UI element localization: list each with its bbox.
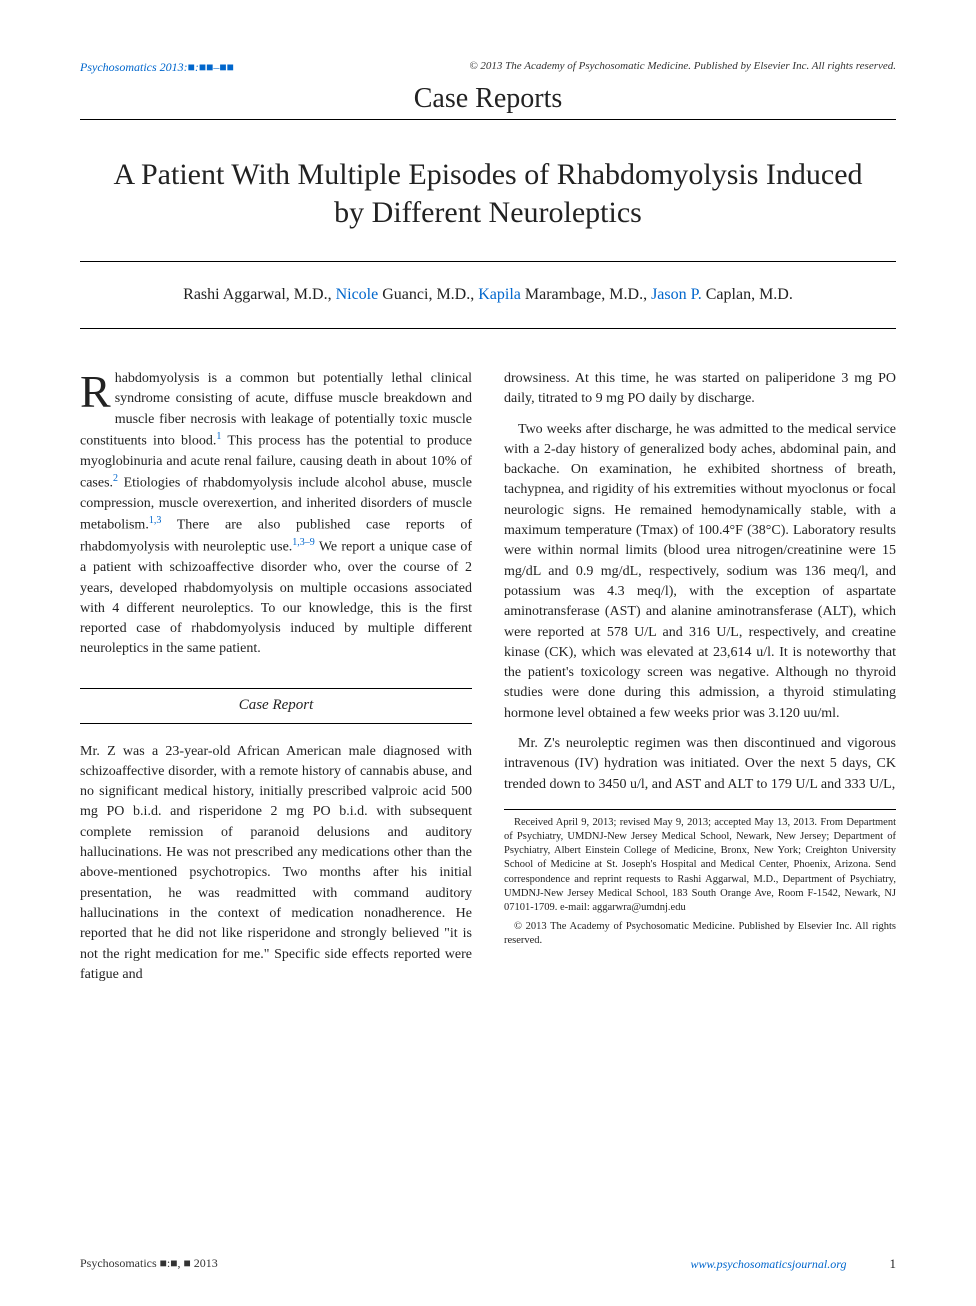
page-footer: Psychosomatics ■:■, ■ 2013 www.psychosom…: [80, 1256, 896, 1272]
affiliation-rule: [504, 809, 896, 810]
citation-3[interactable]: 1,3: [149, 515, 162, 526]
col2-paragraph-3: Mr. Z's neuroleptic regimen was then dis…: [504, 734, 896, 795]
col2-paragraph-1: drowsiness. At this time, he was started…: [504, 369, 896, 410]
journal-reference: Psychosomatics 2013:■:■■–■■: [80, 60, 234, 75]
case-report-heading: Case Report: [80, 688, 472, 724]
header-line: Psychosomatics 2013:■:■■–■■ © 2013 The A…: [80, 60, 896, 75]
footer-journal-url[interactable]: www.psychosomaticsjournal.org: [690, 1257, 846, 1271]
intro-paragraph: Rhabdomyolysis is a common but potential…: [80, 369, 472, 660]
case-paragraph-1: Mr. Z was a 23-year-old African American…: [80, 742, 472, 986]
author-3-suffix: Marambage, M.D.,: [521, 286, 651, 303]
author-2-link[interactable]: Nicole: [336, 286, 379, 303]
citation-4[interactable]: 1,3–9: [292, 537, 315, 548]
dropcap: R: [80, 369, 115, 411]
author-4-link[interactable]: Jason P.: [651, 286, 702, 303]
copyright-notice: © 2013 The Academy of Psychosomatic Medi…: [469, 60, 896, 75]
affiliation-text: Received April 9, 2013; revised May 9, 2…: [504, 816, 896, 915]
author-list: Rashi Aggarwal, M.D., Nicole Guanci, M.D…: [80, 286, 896, 304]
section-type: Case Reports: [80, 83, 896, 115]
affiliations-block: Received April 9, 2013; revised May 9, 2…: [504, 816, 896, 949]
author-2-suffix: Guanci, M.D.,: [378, 286, 478, 303]
page-number: 1: [890, 1256, 897, 1271]
title-rule-bottom: [80, 328, 896, 329]
article-title: A Patient With Multiple Episodes of Rhab…: [100, 156, 876, 231]
author-1: Rashi Aggarwal, M.D.,: [183, 286, 335, 303]
section-rule: [80, 119, 896, 120]
title-rule-top: [80, 261, 896, 262]
author-4-suffix: Caplan, M.D.: [702, 286, 793, 303]
col2-paragraph-2: Two weeks after discharge, he was admitt…: [504, 420, 896, 724]
affiliation-copyright: © 2013 The Academy of Psychosomatic Medi…: [504, 920, 896, 948]
author-3-link[interactable]: Kapila: [478, 286, 521, 303]
footer-left: Psychosomatics ■:■, ■ 2013: [80, 1256, 218, 1272]
column-left: Rhabdomyolysis is a common but potential…: [80, 369, 472, 995]
body-columns: Rhabdomyolysis is a common but potential…: [80, 369, 896, 995]
column-right: drowsiness. At this time, he was started…: [504, 369, 896, 995]
